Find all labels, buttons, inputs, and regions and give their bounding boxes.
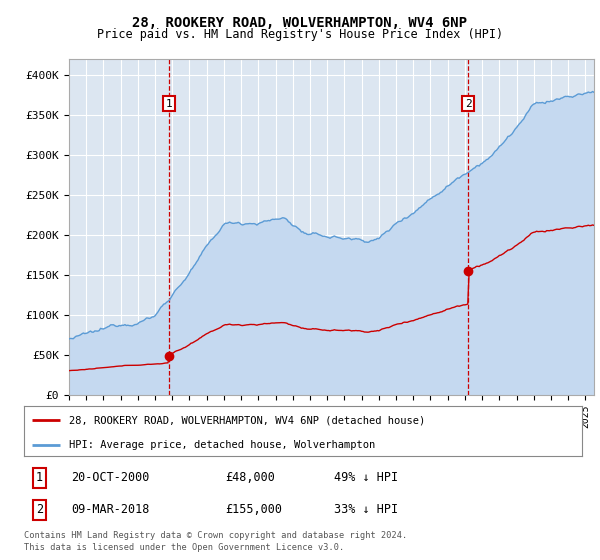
Text: 33% ↓ HPI: 33% ↓ HPI <box>334 503 398 516</box>
Text: HPI: Average price, detached house, Wolverhampton: HPI: Average price, detached house, Wolv… <box>68 440 375 450</box>
Text: This data is licensed under the Open Government Licence v3.0.: This data is licensed under the Open Gov… <box>24 543 344 552</box>
Text: 2: 2 <box>465 99 472 109</box>
Text: Contains HM Land Registry data © Crown copyright and database right 2024.: Contains HM Land Registry data © Crown c… <box>24 531 407 540</box>
Text: 2: 2 <box>36 503 43 516</box>
Text: Price paid vs. HM Land Registry's House Price Index (HPI): Price paid vs. HM Land Registry's House … <box>97 28 503 41</box>
Text: 1: 1 <box>166 99 172 109</box>
Text: 09-MAR-2018: 09-MAR-2018 <box>71 503 150 516</box>
Text: 1: 1 <box>36 472 43 484</box>
Text: 20-OCT-2000: 20-OCT-2000 <box>71 472 150 484</box>
Text: £155,000: £155,000 <box>225 503 282 516</box>
Text: 28, ROOKERY ROAD, WOLVERHAMPTON, WV4 6NP (detached house): 28, ROOKERY ROAD, WOLVERHAMPTON, WV4 6NP… <box>68 415 425 425</box>
Text: £48,000: £48,000 <box>225 472 275 484</box>
Text: 49% ↓ HPI: 49% ↓ HPI <box>334 472 398 484</box>
Text: 28, ROOKERY ROAD, WOLVERHAMPTON, WV4 6NP: 28, ROOKERY ROAD, WOLVERHAMPTON, WV4 6NP <box>133 16 467 30</box>
